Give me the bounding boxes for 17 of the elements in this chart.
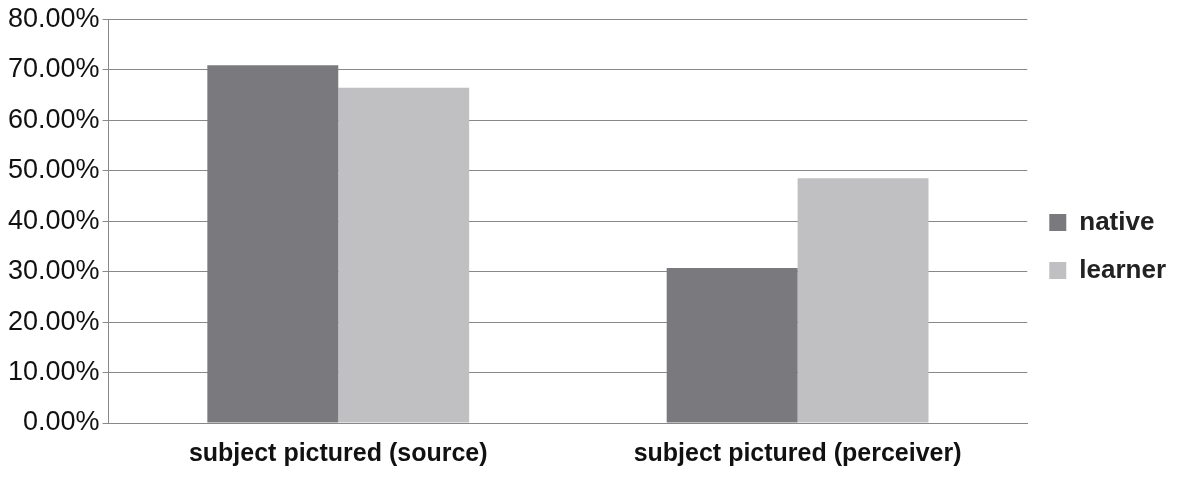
y-tick-label: 30.00% [8, 255, 100, 286]
y-tick-label: 20.00% [8, 305, 100, 336]
bar [338, 87, 470, 423]
y-tick-label: 40.00% [8, 204, 100, 235]
x-tick-label: subject pictured (perceiver) [633, 437, 962, 466]
y-tick-label: 60.00% [8, 103, 100, 134]
legend-label: native [1079, 205, 1155, 236]
bar [207, 65, 339, 423]
y-tick-label: 0.00% [23, 406, 100, 437]
y-tick-label: 50.00% [8, 154, 100, 185]
y-tick-label: 70.00% [8, 53, 100, 84]
x-tick-label: subject pictured (source) [188, 437, 488, 466]
legend-label: learner [1079, 253, 1167, 284]
bar [797, 178, 929, 423]
bar [666, 268, 798, 423]
y-tick-label: 80.00% [8, 2, 100, 33]
y-tick-label: 10.00% [8, 355, 100, 386]
